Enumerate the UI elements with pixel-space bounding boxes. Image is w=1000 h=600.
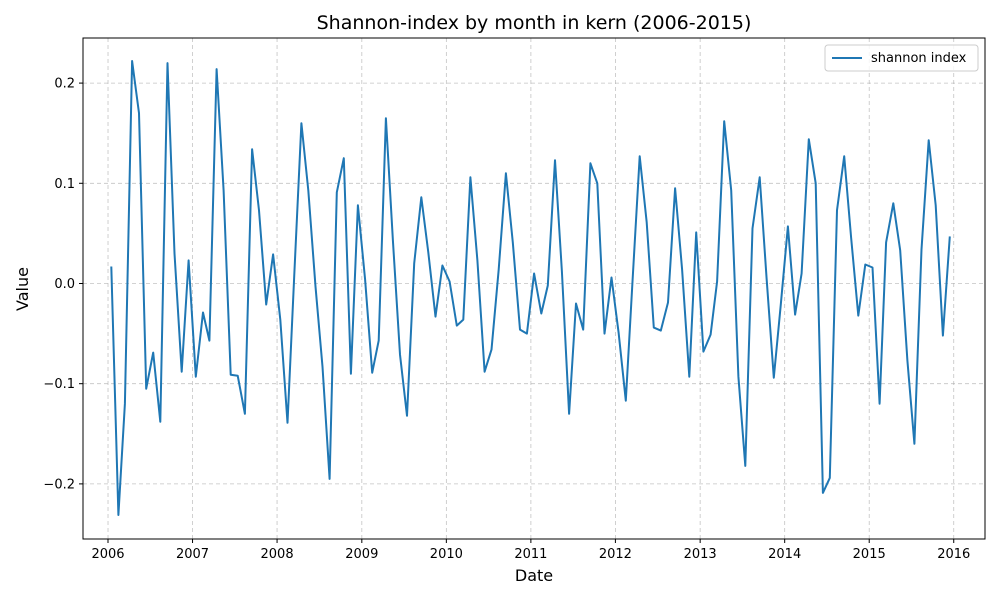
x-axis-ticks: 2006 2007 2008 2009 2010 2011 2012 2013 2014 2015…: [91, 539, 970, 562]
plot-frame: [82, 37, 986, 540]
x-tick-label: 2015: [853, 547, 886, 562]
y-axis-label: Value: [13, 267, 32, 311]
series-line-0: [110, 60, 951, 516]
grid: [83, 38, 985, 539]
legend-box: [824, 44, 979, 72]
x-tick-label: 2013: [684, 547, 717, 562]
x-tick-label: 2007: [176, 547, 209, 562]
legend: shannon index: [824, 44, 979, 72]
y-tick-label: 0.1: [54, 177, 75, 192]
x-tick-label: 2009: [345, 547, 378, 562]
series-layer: [110, 60, 951, 516]
x-tick-label: 2008: [261, 547, 294, 562]
y-tick-label: 0.0: [54, 277, 75, 292]
x-tick-label: 2011: [514, 547, 547, 562]
y-axis-ticks: −0.2 −0.1 0.0 0.1 0.2: [43, 77, 83, 492]
x-tick-label: 2006: [91, 547, 124, 562]
x-tick-label: 2014: [768, 547, 801, 562]
x-tick-label: 2016: [937, 547, 970, 562]
y-tick-label: 0.2: [54, 77, 75, 92]
x-axis-label: Date: [515, 566, 553, 585]
legend-label: shannon index: [871, 51, 967, 66]
x-tick-label: 2010: [430, 547, 463, 562]
x-tick-label: 2012: [599, 547, 632, 562]
y-tick-label: −0.2: [43, 477, 75, 492]
chart-title: Shannon-index by month in kern (2006-201…: [317, 12, 752, 34]
y-tick-label: −0.1: [43, 377, 75, 392]
